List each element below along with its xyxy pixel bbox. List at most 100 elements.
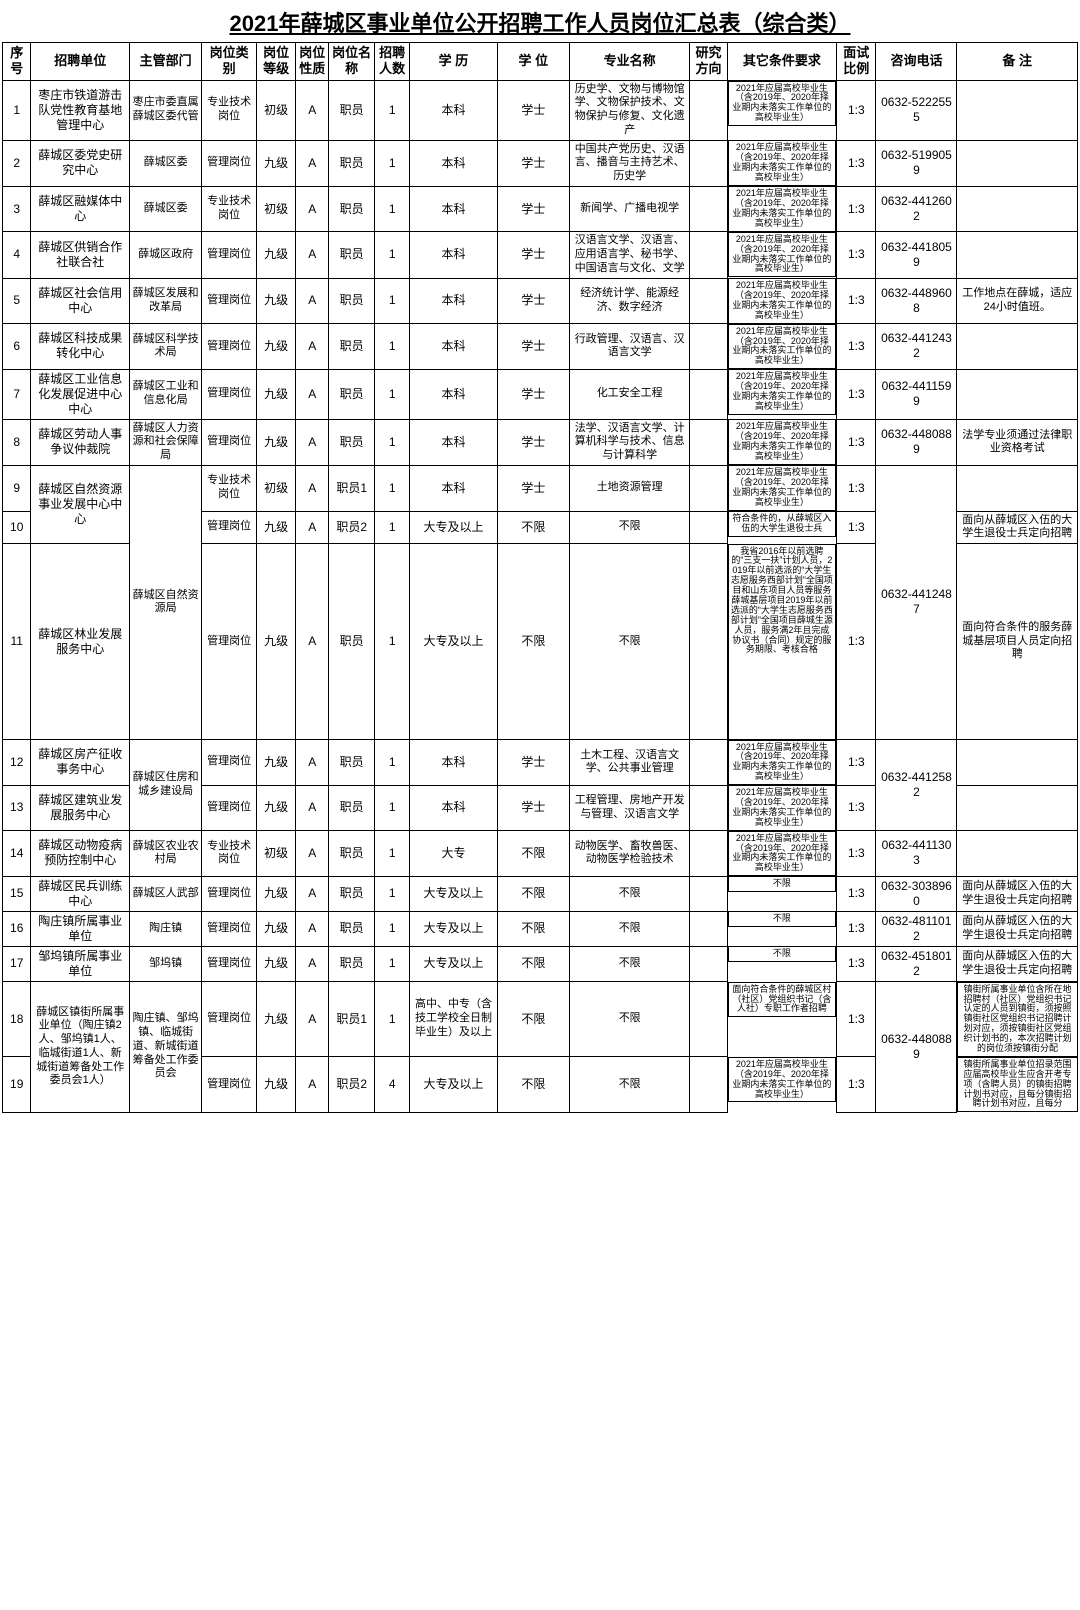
cell: 大专及以上 — [410, 1057, 498, 1112]
cell: 面向从薛城区入伍的大学生退役士兵定向招聘 — [957, 511, 1078, 544]
cell: 1:3 — [837, 140, 876, 186]
cell: 2021年应届高校毕业生（含2019年、2020年择业期内未落实工作单位的高校毕… — [728, 140, 836, 186]
cell: 大专及以上 — [410, 876, 498, 911]
cell — [690, 511, 727, 544]
recruitment-table: 序号 招聘单位 主管部门 岗位类别 岗位等级 岗位性质 岗位名称 招聘人数 学 … — [2, 42, 1078, 1113]
table-row: 12薛城区房产征收事务中心薛城区住房和城乡建设局管理岗位九级A职员1本科学士土木… — [3, 740, 1078, 786]
cell: 4 — [3, 232, 31, 278]
cell — [690, 186, 727, 232]
cell: 薛城区融媒体中心 — [31, 186, 130, 232]
cell: 0632-5199059 — [876, 140, 957, 186]
cell: 镇街所属事业单位含所在地招聘村（社区）党组织书记认定的人员到镇街，须按照镇街社区… — [957, 982, 1077, 1057]
cell — [690, 369, 727, 419]
cell: 薛城区民兵训练中心 — [31, 876, 130, 911]
cell — [957, 140, 1078, 186]
cell: 历史学、文物与博物馆学、文物保护技术、文物保护与修复、文化遗产 — [569, 80, 689, 140]
cell: 职员2 — [329, 1057, 375, 1112]
cell: 1:3 — [837, 324, 876, 370]
cell — [690, 946, 727, 981]
cell: 3 — [3, 186, 31, 232]
cell: 不限 — [569, 911, 689, 946]
h-deg: 学 位 — [497, 43, 569, 81]
cell: 管理岗位 — [202, 1057, 257, 1112]
cell: 学士 — [497, 785, 569, 831]
cell: 土木工程、汉语言文学、公共事业管理 — [569, 740, 689, 786]
cell — [957, 369, 1078, 419]
cell: 不限 — [569, 981, 689, 1057]
cell: 0632-4518012 — [876, 946, 957, 981]
h-cat: 岗位类别 — [202, 43, 257, 81]
cell: A — [296, 946, 329, 981]
header-row: 序号 招聘单位 主管部门 岗位类别 岗位等级 岗位性质 岗位名称 招聘人数 学 … — [3, 43, 1078, 81]
cell: 0632-3038960 — [876, 876, 957, 911]
cell: 不限 — [497, 911, 569, 946]
cell: 1:3 — [837, 785, 876, 831]
cell — [957, 80, 1078, 140]
cell: 不限 — [569, 511, 689, 544]
cell: 本科 — [410, 419, 498, 465]
cell: 不限 — [569, 946, 689, 981]
cell: 本科 — [410, 324, 498, 370]
cell: 1:3 — [837, 1057, 876, 1112]
cell: 1:3 — [837, 911, 876, 946]
cell: 管理岗位 — [202, 419, 257, 465]
cell: 1 — [375, 324, 410, 370]
cell: 薛城区供销合作社联合社 — [31, 232, 130, 278]
cell — [690, 876, 727, 911]
cell: 陶庄镇 — [129, 911, 201, 946]
cell: 0632-4412582 — [876, 740, 957, 831]
cell — [957, 831, 1078, 877]
cell: 陶庄镇、邹坞镇、临城街道、新城街道筹备处工作委员会 — [129, 981, 201, 1112]
table-row: 17邹坞镇所属事业单位邹坞镇管理岗位九级A职员1大专及以上不限不限不限1:306… — [3, 946, 1078, 981]
cell: 大专及以上 — [410, 511, 498, 544]
cell: 0632-4412602 — [876, 186, 957, 232]
cell: 1:3 — [837, 876, 876, 911]
cell: 职员 — [329, 831, 375, 877]
cell: 新闻学、广播电视学 — [569, 186, 689, 232]
cell: 职员 — [329, 324, 375, 370]
cell: 专业技术岗位 — [202, 186, 257, 232]
cell: 专业技术岗位 — [202, 465, 257, 511]
cell — [690, 831, 727, 877]
cell: 不限 — [569, 876, 689, 911]
cell — [957, 324, 1078, 370]
cell: 职员 — [329, 186, 375, 232]
table-row: 4薛城区供销合作社联合社薛城区政府管理岗位九级A职员1本科学士汉语言文学、汉语言… — [3, 232, 1078, 278]
cell: 薛城区社会信用中心 — [31, 278, 130, 324]
cell: 本科 — [410, 140, 498, 186]
table-row: 9薛城区自然资源事业发展中心中心薛城区自然资源局专业技术岗位初级A职员11本科学… — [3, 465, 1078, 511]
cell: 学士 — [497, 140, 569, 186]
cell: 陶庄镇所属事业单位 — [31, 911, 130, 946]
h-unit: 招聘单位 — [31, 43, 130, 81]
cell: 动物医学、畜牧兽医、动物医学检验技术 — [569, 831, 689, 877]
cell: 9 — [3, 465, 31, 511]
cell: 薛城区住房和城乡建设局 — [129, 740, 201, 831]
cell: 2021年应届高校毕业生（含2019年、2020年择业期内未落实工作单位的高校毕… — [728, 81, 836, 127]
cell: 管理岗位 — [202, 278, 257, 324]
cell: 职员2 — [329, 511, 375, 544]
cell: 镇街所属事业单位招录范围应届高校毕业生应含开考专项（含聘人员）的镇街招聘计划书对… — [957, 1057, 1077, 1112]
cell — [690, 911, 727, 946]
cell: A — [296, 1057, 329, 1112]
cell: 薛城区动物疫病预防控制中心 — [31, 831, 130, 877]
cell: 薛城区建筑业发展服务中心 — [31, 785, 130, 831]
cell: 职员 — [329, 946, 375, 981]
cell: 0632-4480889 — [876, 981, 957, 1112]
cell: 1:3 — [837, 369, 876, 419]
cell: 面向从薛城区入伍的大学生退役士兵定向招聘 — [957, 946, 1078, 981]
cell: 4 — [375, 1057, 410, 1112]
cell: A — [296, 981, 329, 1057]
cell: 学士 — [497, 465, 569, 511]
cell: 管理岗位 — [202, 876, 257, 911]
cell: A — [296, 278, 329, 324]
cell: 本科 — [410, 80, 498, 140]
table-row: 6薛城区科技成果转化中心薛城区科学技术局管理岗位九级A职员1本科学士行政管理、汉… — [3, 324, 1078, 370]
cell: 学士 — [497, 369, 569, 419]
cell: 管理岗位 — [202, 140, 257, 186]
cell: 枣庄市委直属薛城区委代管 — [129, 80, 201, 140]
table-row: 7薛城区工业信息化发展促进中心中心薛城区工业和信息化局管理岗位九级A职员1本科学… — [3, 369, 1078, 419]
h-pname: 岗位名称 — [329, 43, 375, 81]
cell: A — [296, 80, 329, 140]
cell: 薛城区房产征收事务中心 — [31, 740, 130, 786]
cell: 职员 — [329, 544, 375, 740]
